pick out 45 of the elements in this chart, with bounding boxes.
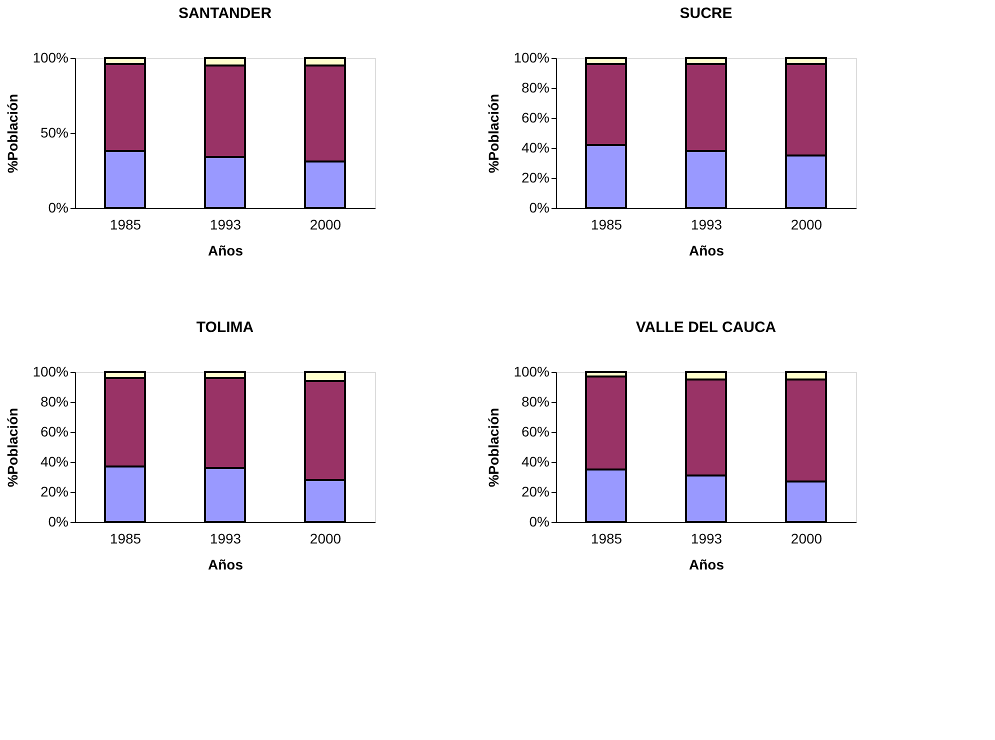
y-axis-title: %Población xyxy=(486,94,502,174)
y-axis-title: %Población xyxy=(4,408,21,488)
x-tick-label: 2000 xyxy=(310,530,342,546)
y-tick-label: 40% xyxy=(521,140,550,156)
y-tick-label: 60% xyxy=(521,424,550,440)
x-tick-label: 1985 xyxy=(110,216,142,232)
chart-title: SANTANDER xyxy=(178,5,272,22)
y-tick-label: 100% xyxy=(514,364,550,380)
y-tick-label: 20% xyxy=(521,484,550,500)
y-axis-title: %Población xyxy=(4,94,21,174)
chart-title: VALLE DEL CAUCA xyxy=(636,319,776,336)
y-tick-label: 0% xyxy=(529,514,550,530)
y-tick-label: 100% xyxy=(32,50,68,66)
x-tick-label: 1993 xyxy=(210,530,242,546)
y-tick-label: 50% xyxy=(40,124,68,140)
x-tick-label: 2000 xyxy=(790,216,822,232)
y-tick-label: 80% xyxy=(521,80,550,96)
y-tick-label: 60% xyxy=(521,110,550,126)
y-tick-label: 40% xyxy=(521,454,550,470)
y-tick-label: 20% xyxy=(40,484,68,500)
y-tick-label: 40% xyxy=(40,454,68,470)
y-tick-label: 20% xyxy=(521,170,550,186)
x-tick-label: 2000 xyxy=(310,216,342,232)
y-tick-label: 60% xyxy=(40,424,68,440)
y-tick-label: 0% xyxy=(529,200,550,216)
x-axis-title: Años xyxy=(689,556,724,572)
x-tick-label: 1985 xyxy=(590,530,622,546)
y-tick-label: 0% xyxy=(48,200,68,216)
x-axis-title: Años xyxy=(208,242,244,258)
y-tick-label: 80% xyxy=(521,394,550,410)
x-tick-label: 1985 xyxy=(110,530,142,546)
y-tick-label: 80% xyxy=(40,394,68,410)
chart-title: TOLIMA xyxy=(196,319,254,336)
x-tick-label: 2000 xyxy=(790,530,822,546)
x-tick-label: 1985 xyxy=(590,216,622,232)
x-axis-title: Años xyxy=(208,556,244,572)
y-tick-label: 100% xyxy=(32,364,68,380)
x-tick-label: 1993 xyxy=(690,216,722,232)
x-tick-label: 1993 xyxy=(690,530,722,546)
x-tick-label: 1993 xyxy=(210,216,242,232)
y-tick-label: 100% xyxy=(514,50,550,66)
chart-title: SUCRE xyxy=(680,5,732,22)
y-tick-label: 0% xyxy=(48,514,68,530)
y-axis-title: %Población xyxy=(486,408,502,488)
x-axis-title: Años xyxy=(689,242,724,258)
